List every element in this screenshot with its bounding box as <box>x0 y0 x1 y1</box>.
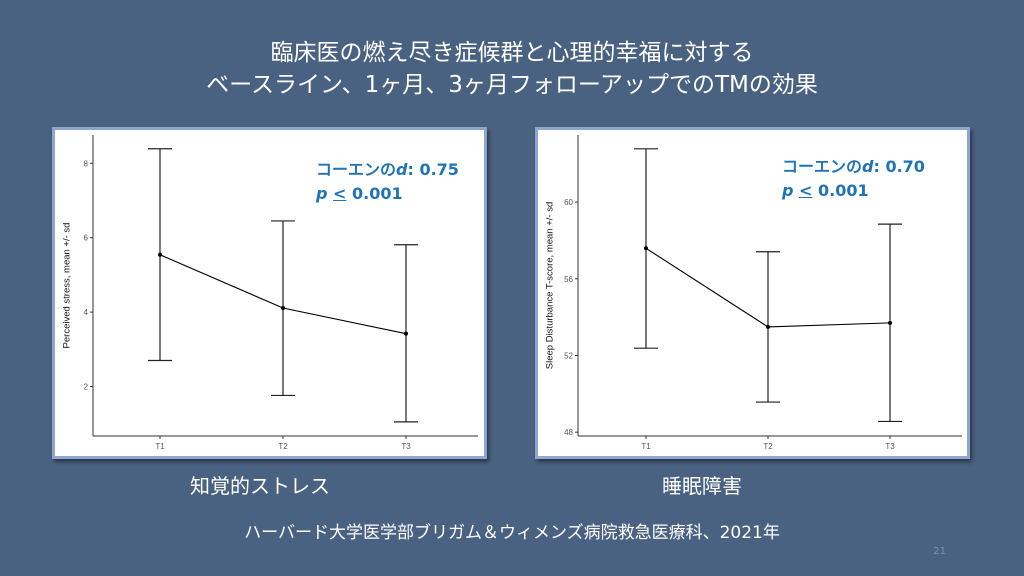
source-footer: ハーバード大学医学部ブリガム＆ウィメンズ病院救急医療科、2021年 <box>244 523 780 543</box>
chart-panel-sleep-disturbance: 48 52 56 60 T1 T2 T3 Sleep Disturbance T-score,… <box>535 127 970 459</box>
y-tick-label: 48 <box>564 428 573 437</box>
slide-title-line-1: 臨床医の燃え尽き症候群と心理的幸福に対する <box>270 40 754 66</box>
y-tick-label: 2 <box>84 383 89 392</box>
x-tick-label: T3 <box>885 442 895 451</box>
y-axis-label: Sleep Disturbance T-score, mean +/- sd <box>545 202 556 369</box>
y-tick-label: 6 <box>84 234 89 243</box>
chart-sleep-disturbance: 48 52 56 60 T1 T2 T3 Sleep Disturbance T-score,… <box>545 135 962 451</box>
page-number: 21 <box>933 546 946 557</box>
chart-perceived-stress: 2 4 6 8 T1 T2 T3 Perceived stress, mean +/- sd <box>62 135 478 451</box>
d-symbol: d <box>396 160 408 179</box>
y-tick-label: 52 <box>564 351 573 360</box>
chart-annotation-sleep: コーエンのd: 0.70 p < 0.001 <box>782 155 925 203</box>
d-symbol: d <box>862 157 874 176</box>
mean-point <box>281 306 285 311</box>
effect-value: : 0.70 <box>873 157 925 176</box>
x-tick-label: T2 <box>278 442 288 451</box>
y-tick-label: 8 <box>84 159 89 168</box>
y-tick-label: 60 <box>564 198 573 207</box>
effect-value: : 0.75 <box>407 160 459 179</box>
effect-prefix: コーエンの <box>782 157 863 176</box>
mean-point <box>158 252 162 257</box>
x-tick-label: T2 <box>763 442 773 451</box>
p-symbol: p <box>316 184 328 203</box>
mean-point <box>644 246 648 251</box>
chart-panel-perceived-stress: 2 4 6 8 T1 T2 T3 Perceived stress, mean +/- sd <box>52 127 487 459</box>
mean-point <box>888 320 892 325</box>
x-tick-label: T1 <box>155 442 165 451</box>
y-axis-label: Perceived stress, mean +/- sd <box>62 223 73 349</box>
p-symbol: p <box>782 181 794 200</box>
mean-point <box>404 331 408 336</box>
effect-prefix: コーエンの <box>316 160 397 179</box>
slide-title-line-2: ベースライン、1ヶ月、3ヶ月フォローアップでのTMの効果 <box>206 72 818 98</box>
x-tick-label: T3 <box>401 442 411 451</box>
x-tick-label: T1 <box>641 442 651 451</box>
p-op: < <box>333 184 347 203</box>
p-op: < <box>799 181 813 200</box>
mean-point <box>766 324 770 329</box>
caption-perceived-stress: 知覚的ストレス <box>190 474 330 498</box>
caption-sleep-disturbance: 睡眠障害 <box>662 474 742 498</box>
chart-annotation-stress: コーエンのd: 0.75 p < 0.001 <box>316 158 459 206</box>
y-tick-label: 56 <box>564 275 573 284</box>
y-tick-label: 4 <box>84 308 89 317</box>
p-value: 0.001 <box>812 181 869 200</box>
p-value: 0.001 <box>346 184 403 203</box>
